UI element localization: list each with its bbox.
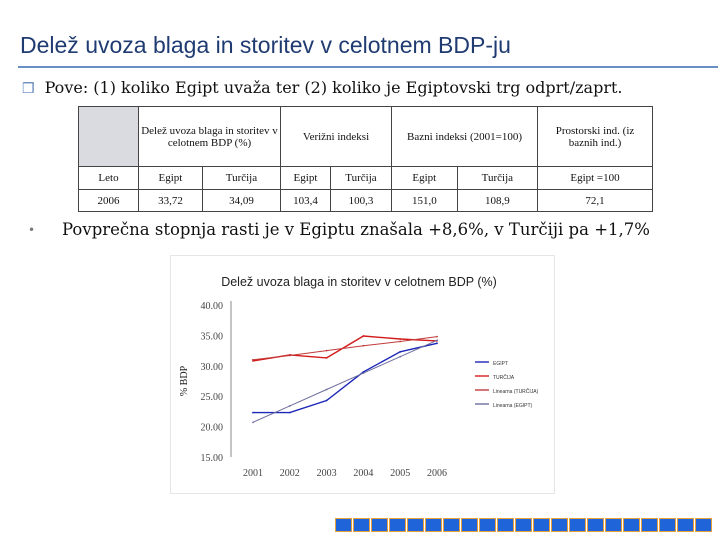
x-tick-label: 2002	[280, 468, 300, 479]
deco-square	[677, 518, 694, 532]
x-tick-label: 2004	[353, 468, 373, 479]
slide-title: Delež uvoza blaga in storitev v celotnem…	[20, 32, 511, 58]
data-point	[436, 335, 438, 338]
table-cell: 108,9	[456, 189, 539, 212]
table-cell: 72,1	[537, 189, 653, 212]
y-tick-label: 20.00	[201, 423, 224, 434]
data-point	[252, 411, 254, 414]
header-spatial-index: Prostorski ind. (iz baznih ind.)	[537, 106, 653, 167]
deco-square	[407, 518, 424, 532]
data-point	[362, 372, 365, 374]
legend-label: Linearna (EGIPT)	[493, 403, 533, 409]
table-cell: Turčija	[329, 166, 393, 190]
table-header-row: Delež uvoza blaga in storitev v celotnem…	[78, 106, 653, 167]
table-row: 2006 33,72 34,09 103,4 100,3 151,0 108,9…	[78, 189, 653, 212]
data-point	[399, 340, 402, 343]
deco-square	[515, 518, 532, 532]
data-point	[399, 338, 402, 340]
bullet-marker-icon: ❒	[22, 81, 35, 97]
table-cell: 33,72	[138, 189, 203, 212]
bullet-dot-icon: •	[28, 223, 36, 237]
data-point	[436, 339, 438, 342]
deco-square	[479, 518, 496, 532]
y-tick-label: 25.00	[201, 392, 224, 403]
bullet-explanation: ❒ Pove: (1) koliko Egipt uvaža ter (2) ko…	[22, 78, 623, 97]
data-point	[399, 355, 402, 358]
deco-square	[353, 518, 370, 532]
deco-square	[659, 518, 676, 532]
table-cell: 103,4	[280, 189, 331, 212]
table-cell: 151,0	[391, 189, 458, 212]
deco-square	[641, 518, 658, 532]
deco-square	[335, 518, 352, 532]
deco-square	[371, 518, 388, 532]
table-corner-cell	[78, 106, 139, 167]
table-cell: Turčija	[456, 166, 539, 190]
x-tick-label: 2003	[317, 468, 337, 479]
data-point	[362, 344, 365, 347]
data-point	[325, 399, 328, 402]
x-tick-label: 2006	[427, 468, 447, 479]
data-point	[325, 388, 328, 391]
y-tick-label: 40.00	[201, 301, 224, 312]
title-underline	[18, 66, 718, 68]
deco-square	[389, 518, 406, 532]
deco-square	[569, 518, 586, 532]
series-line-egipt	[253, 342, 438, 414]
deco-square	[461, 518, 478, 532]
legend-label: Linearna (TURČIJA)	[493, 388, 539, 395]
data-point	[362, 335, 365, 337]
table-cell: 2006	[78, 189, 139, 212]
x-tick-label: 2005	[390, 468, 410, 479]
deco-square	[605, 518, 622, 532]
series-line-linearna-egipt-	[252, 339, 438, 423]
chart-panel: Delež uvoza blaga in storitev v celotnem…	[170, 255, 555, 494]
chart-title: Delež uvoza blaga in storitev v celotnem…	[221, 275, 497, 289]
deco-square	[425, 518, 442, 532]
header-share: Delež uvoza blaga in storitev v celotnem…	[138, 106, 281, 167]
header-base-index: Bazni indeksi (2001=100)	[391, 106, 538, 167]
table-cell: Turčija	[201, 166, 282, 190]
y-tick-label: 30.00	[201, 362, 224, 373]
y-tick-label: 35.00	[201, 331, 224, 342]
bullet-growth-text: Povprečna stopnja rasti je v Egiptu znaš…	[62, 220, 650, 239]
data-point	[288, 354, 291, 357]
bullet-growth: • Povprečna stopnja rasti je v Egiptu zn…	[28, 218, 678, 242]
deco-square	[587, 518, 604, 532]
table-cell: 100,3	[329, 189, 393, 212]
table-cell: Egipt =100	[537, 166, 653, 190]
table-cell: Leto	[78, 166, 139, 190]
data-point	[325, 349, 328, 352]
series-line-linearna-turčija-	[252, 336, 438, 361]
data-point	[325, 356, 328, 359]
table-cell: Egipt	[280, 166, 331, 190]
table-cell: Egipt	[138, 166, 203, 190]
data-point	[436, 342, 438, 345]
line-chart: Delež uvoza blaga in storitev v celotnem…	[179, 275, 539, 479]
data-point	[252, 421, 254, 424]
table-row: Leto Egipt Turčija Egipt Turčija Egipt T…	[78, 166, 653, 190]
y-axis-label: % BDP	[179, 365, 190, 396]
deco-square	[443, 518, 460, 532]
table-cell: Egipt	[391, 166, 458, 190]
legend-label: TURČIJA	[493, 374, 515, 381]
x-tick-label: 2001	[243, 468, 263, 479]
deco-square	[623, 518, 640, 532]
legend-label: EGIPT	[493, 361, 508, 367]
deco-square	[497, 518, 514, 532]
decorative-square-bar	[335, 518, 713, 532]
header-chain-index: Verižni indeksi	[280, 106, 392, 167]
deco-square	[551, 518, 568, 532]
deco-square	[533, 518, 550, 532]
data-point	[252, 358, 254, 361]
deco-square	[695, 518, 712, 532]
table-cell: 34,09	[201, 189, 282, 212]
data-point	[288, 405, 291, 407]
data-point	[288, 411, 291, 414]
data-point	[399, 350, 402, 353]
bullet-explanation-text: Pove: (1) koliko Egipt uvaža ter (2) kol…	[44, 78, 623, 97]
statistics-table: Delež uvoza blaga in storitev v celotnem…	[78, 106, 653, 212]
y-tick-label: 15.00	[201, 453, 224, 464]
